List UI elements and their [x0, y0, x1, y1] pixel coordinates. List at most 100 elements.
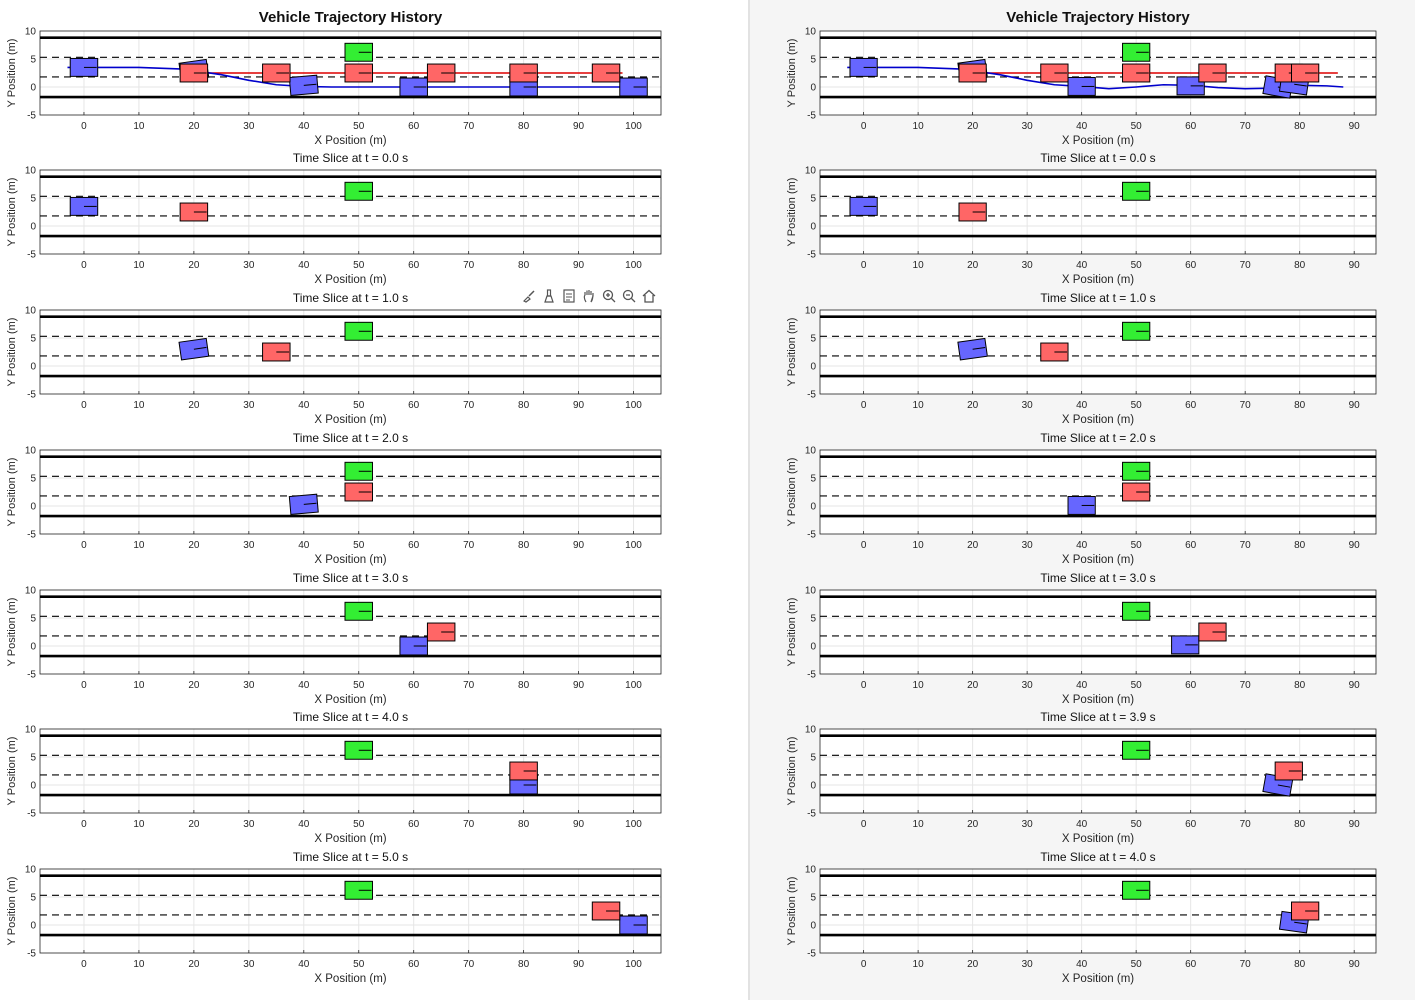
y-tick-label: -5 — [27, 250, 36, 261]
y-tick-label: 0 — [810, 642, 816, 653]
axes-box — [39, 30, 662, 116]
y-axis-label: Y Position (m) — [6, 178, 18, 247]
y-axis-label: Y Position (m) — [786, 178, 798, 247]
x-axis-label: X Position (m) — [314, 554, 386, 566]
x-tick-label: 30 — [1022, 680, 1034, 691]
chart-title: Vehicle Trajectory History — [1006, 9, 1190, 26]
home-icon[interactable] — [640, 287, 658, 305]
brush-icon[interactable] — [520, 287, 538, 305]
static-vehicle — [1122, 880, 1151, 900]
x-tick-label: 10 — [133, 680, 145, 691]
y-tick-label: 10 — [805, 586, 817, 597]
restore-view-icon[interactable] — [560, 287, 578, 305]
x-tick-label: 80 — [1294, 959, 1306, 970]
x-tick-label: 60 — [408, 400, 420, 411]
x-tick-label: 90 — [573, 400, 585, 411]
y-tick-label: 5 — [30, 893, 36, 904]
y-tick-label: -5 — [807, 809, 816, 820]
y-tick-label: 0 — [30, 781, 36, 792]
y-tick-label: 0 — [810, 921, 816, 932]
x-tick-label: 30 — [243, 819, 255, 830]
x-tick-label: 40 — [1076, 680, 1088, 691]
slice-title: Time Slice at t = 3.9 s — [1040, 710, 1155, 724]
x-tick-label: 80 — [1294, 400, 1306, 411]
lead-vehicle — [426, 63, 456, 83]
y-tick-label: -5 — [27, 390, 36, 401]
x-tick-label: 60 — [1185, 680, 1197, 691]
static-vehicle — [1122, 461, 1151, 481]
x-axis-label: X Position (m) — [314, 414, 386, 426]
ego-heading-marker — [1277, 784, 1291, 788]
x-tick-label: 100 — [625, 959, 642, 970]
x-tick-label: 20 — [967, 680, 979, 691]
right-axes-slice-1: 0 10 20 30 40 50 60 70 80 90 -5 0 5 10 X Position (m) Y… — [786, 291, 1377, 426]
y-tick-label: 10 — [25, 865, 37, 876]
plot-area — [820, 590, 1376, 674]
x-axis-label: X Position (m) — [314, 135, 386, 147]
y-tick-label: 10 — [25, 306, 37, 317]
x-tick-label: 20 — [967, 400, 979, 411]
x-tick-label: 20 — [188, 959, 200, 970]
x-tick-label: 20 — [188, 121, 200, 132]
zoom-out-icon[interactable] — [620, 287, 638, 305]
x-tick-label: 50 — [1131, 819, 1143, 830]
x-axis-label: X Position (m) — [314, 973, 386, 985]
x-tick-label: 50 — [353, 819, 365, 830]
x-tick-label: 50 — [1131, 680, 1143, 691]
x-tick-label: 60 — [1185, 121, 1197, 132]
ego-heading-marker — [303, 83, 317, 86]
x-tick-label: 10 — [913, 121, 925, 132]
right-axes-slice-0: 0 10 20 30 40 50 60 70 80 90 -5 0 5 10 X Position (m) Y… — [786, 151, 1377, 286]
x-tick-label: 60 — [408, 260, 420, 271]
x-tick-label: 20 — [967, 540, 979, 551]
lead-vehicle — [344, 63, 373, 83]
y-tick-label: 5 — [30, 194, 36, 205]
pan-icon[interactable] — [580, 287, 598, 305]
y-axis-label: Y Position (m) — [6, 39, 18, 108]
x-tick-label: 40 — [298, 680, 310, 691]
x-tick-label: 70 — [463, 260, 475, 271]
y-tick-label: 5 — [810, 194, 816, 205]
x-tick-label: 10 — [133, 260, 145, 271]
axes-box — [819, 169, 1377, 255]
x-tick-label: 80 — [1294, 121, 1306, 132]
x-tick-label: 0 — [861, 680, 867, 691]
right-axes-slice-5: 0 10 20 30 40 50 60 70 80 90 -5 0 5 10 X Position (m) Y… — [786, 850, 1377, 985]
x-tick-label: 30 — [1022, 819, 1034, 830]
lead-vehicle — [179, 202, 209, 222]
x-tick-label: 70 — [1240, 540, 1252, 551]
x-tick-label: 10 — [913, 680, 925, 691]
x-tick-label: 90 — [1349, 680, 1361, 691]
lead-vehicle — [1291, 63, 1320, 83]
x-tick-label: 20 — [967, 260, 979, 271]
left-axes-slice-5: 0 10 20 30 40 50 60 70 80 90 100 -5 0 5 10 X Position (… — [6, 850, 662, 985]
x-tick-label: 70 — [1240, 121, 1252, 132]
y-tick-label: 0 — [810, 362, 816, 373]
x-tick-label: 40 — [1076, 121, 1088, 132]
slice-title: Time Slice at t = 0.0 s — [293, 151, 408, 165]
lead-vehicle — [1274, 761, 1303, 781]
static-vehicle — [344, 321, 373, 341]
x-tick-label: 20 — [188, 400, 200, 411]
x-tick-label: 90 — [1349, 959, 1361, 970]
x-tick-label: 100 — [625, 540, 642, 551]
y-tick-label: -5 — [807, 390, 816, 401]
x-tick-label: 0 — [861, 260, 867, 271]
x-tick-label: 70 — [1240, 959, 1252, 970]
y-tick-label: -5 — [27, 111, 36, 122]
data-tips-icon[interactable] — [540, 287, 558, 305]
static-vehicle — [1122, 42, 1151, 62]
x-tick-label: 30 — [243, 260, 255, 271]
x-tick-label: 0 — [861, 959, 867, 970]
y-tick-label: 0 — [30, 222, 36, 233]
x-tick-label: 0 — [861, 121, 867, 132]
x-tick-label: 10 — [133, 540, 145, 551]
x-tick-label: 20 — [188, 819, 200, 830]
x-tick-label: 40 — [298, 540, 310, 551]
lead-vehicle — [344, 482, 373, 502]
y-tick-label: 5 — [810, 753, 816, 764]
x-tick-label: 90 — [1349, 400, 1361, 411]
x-tick-label: 30 — [1022, 121, 1034, 132]
zoom-in-icon[interactable] — [600, 287, 618, 305]
